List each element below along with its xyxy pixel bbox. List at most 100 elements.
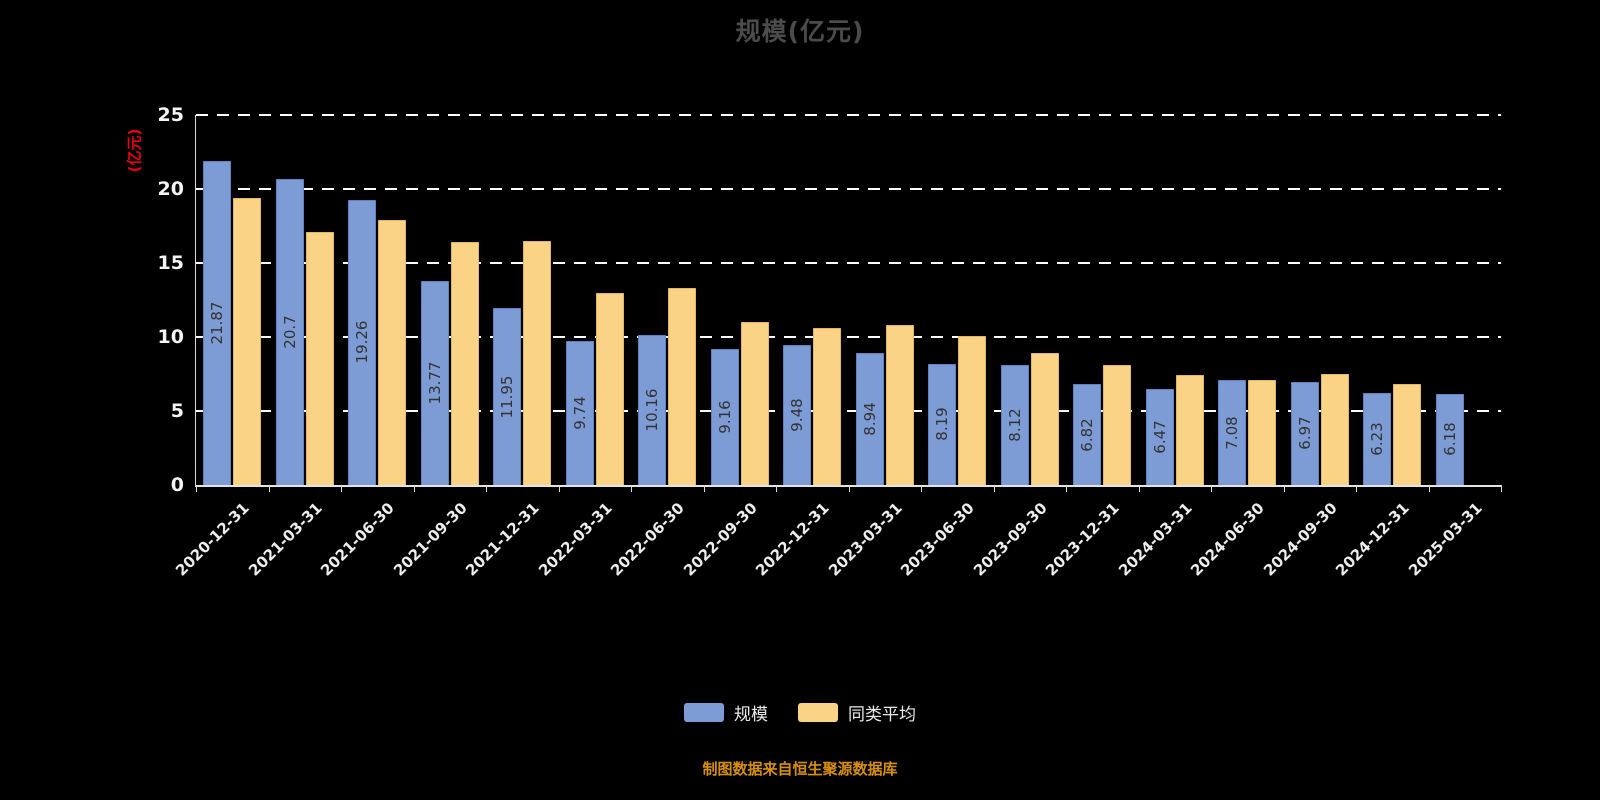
bar-scale xyxy=(638,334,667,485)
legend-label-average: 同类平均 xyxy=(848,705,916,725)
bar-value-label: 20.7 xyxy=(280,315,299,349)
y-axis-unit-label: (亿元) xyxy=(125,128,144,173)
bar-average xyxy=(450,242,479,485)
bar-value-label: 10.16 xyxy=(643,388,662,432)
x-axis-label: 2022-03-31 xyxy=(534,499,616,580)
gridline xyxy=(196,114,1501,116)
x-axis-label: 2024-06-30 xyxy=(1187,499,1268,580)
gridline xyxy=(196,188,1501,190)
x-axis-tick xyxy=(776,485,777,492)
bar-value-label: 11.95 xyxy=(498,375,517,419)
bar-scale xyxy=(1145,389,1174,485)
x-axis-tick xyxy=(413,485,415,492)
x-axis-label: 2024-03-31 xyxy=(1114,499,1196,580)
bar-scale xyxy=(493,308,522,485)
bar-value-label: 21.87 xyxy=(208,301,227,345)
bar-scale xyxy=(1290,381,1319,485)
x-axis-label: 2023-12-31 xyxy=(1042,499,1123,580)
x-axis-label: 2023-09-30 xyxy=(969,499,1051,580)
bar-value-label: 6.82 xyxy=(1078,417,1097,452)
bar-value-label: 19.26 xyxy=(353,320,372,364)
bar-scale xyxy=(710,349,739,485)
legend-item-average[interactable]: 同类平均 xyxy=(798,700,916,725)
legend-label-scale: 规模 xyxy=(734,705,768,725)
x-axis-label: 2021-06-30 xyxy=(317,499,398,580)
bar-value-label: 8.12 xyxy=(1005,408,1024,442)
gridline xyxy=(196,410,1501,412)
x-axis-tick xyxy=(558,485,560,492)
x-axis-tick xyxy=(921,485,922,492)
bar-average xyxy=(740,322,769,485)
bar-value-label: 8.94 xyxy=(860,402,879,436)
bar-scale xyxy=(348,199,377,485)
bar-average xyxy=(1248,379,1277,485)
bar-value-label: 6.23 xyxy=(1368,422,1387,456)
bar-scale xyxy=(420,281,449,485)
legend-item-scale[interactable]: 规模 xyxy=(684,700,768,725)
bar-value-label: 13.77 xyxy=(425,361,444,405)
bar-average xyxy=(1030,353,1059,485)
bar-scale xyxy=(1073,384,1102,485)
x-axis-tick xyxy=(631,485,632,492)
y-axis-tick-label: 20 xyxy=(157,178,184,200)
gridline xyxy=(196,262,1501,264)
bar-value-label: 9.16 xyxy=(715,400,734,434)
bar-scale xyxy=(855,352,884,485)
x-axis-label: 2024-12-31 xyxy=(1332,499,1413,580)
bar-value-label: 9.74 xyxy=(570,396,589,430)
bar-scale xyxy=(928,363,957,485)
y-axis-tick-label: 15 xyxy=(157,252,184,274)
x-axis-label: 2022-09-30 xyxy=(679,499,761,580)
x-axis-label: 2024-09-30 xyxy=(1259,499,1341,580)
x-axis-tick xyxy=(1138,485,1140,492)
legend: 规模 同类平均 xyxy=(0,700,1600,725)
x-axis-tick xyxy=(1501,485,1502,492)
bar-value-label: 9.48 xyxy=(788,398,807,432)
bar-average xyxy=(813,328,842,485)
bar-value-label: 6.18 xyxy=(1440,422,1459,456)
x-axis-tick xyxy=(703,485,705,492)
bar-value-label: 7.08 xyxy=(1223,415,1242,450)
x-axis-tick xyxy=(1428,485,1430,492)
x-axis-label: 2021-03-31 xyxy=(244,499,326,580)
bar-average xyxy=(958,335,987,485)
x-axis-label: 2022-12-31 xyxy=(752,499,833,580)
bar-average xyxy=(1103,365,1132,485)
bar-scale xyxy=(565,340,594,485)
bar-average xyxy=(378,220,407,485)
bar-average xyxy=(1175,375,1204,485)
x-axis-tick xyxy=(268,485,270,492)
y-axis-tick-label: 25 xyxy=(157,104,184,126)
x-axis-tick xyxy=(486,485,487,492)
bar-value-label: 6.97 xyxy=(1295,416,1314,451)
bar-scale xyxy=(1435,393,1464,485)
bar-value-label: 8.19 xyxy=(933,407,952,442)
x-axis-tick xyxy=(196,485,197,492)
x-axis-label: 2022-06-30 xyxy=(607,499,688,580)
bar-average xyxy=(668,288,697,485)
legend-swatch-average xyxy=(798,703,838,722)
y-axis-tick-label: 0 xyxy=(170,474,184,496)
y-axis-tick-label: 10 xyxy=(157,326,184,348)
x-axis-tick xyxy=(1283,485,1285,492)
x-axis-label: 2021-09-30 xyxy=(389,499,471,580)
bar-average xyxy=(523,240,552,485)
chart-title: 规模(亿元) xyxy=(735,17,865,46)
gridline xyxy=(196,336,1501,338)
x-axis-label: 2021-12-31 xyxy=(462,499,543,580)
x-axis-tick xyxy=(1211,485,1212,492)
y-axis-tick-label: 5 xyxy=(170,400,184,422)
bar-value-label: 6.47 xyxy=(1150,420,1169,454)
x-axis-tick xyxy=(1066,485,1067,492)
x-axis-tick xyxy=(848,485,850,492)
x-axis-tick xyxy=(341,485,342,492)
bar-average xyxy=(595,292,624,485)
x-axis-label: 2020-12-31 xyxy=(172,499,253,580)
bar-average xyxy=(1393,384,1422,485)
x-axis-label: 2025-03-31 xyxy=(1404,499,1486,580)
plot-area: 0 5 10 15 20 25 2020-12-31 21.87 2021-03-31 20.7 2… xyxy=(158,104,1502,580)
bar-average xyxy=(233,197,262,485)
legend-swatch-scale xyxy=(684,703,724,722)
bar-average xyxy=(885,325,914,485)
